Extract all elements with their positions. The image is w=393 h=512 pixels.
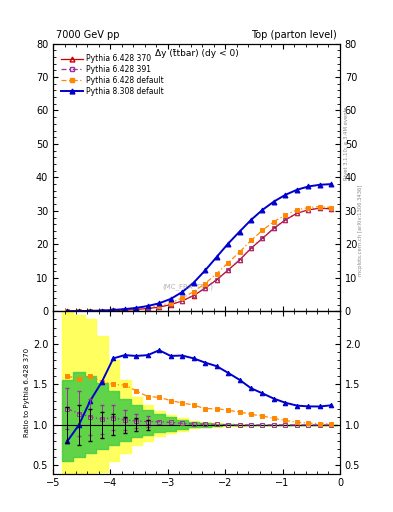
Text: mcplots.cern.ch [arXiv:1306.3436]: mcplots.cern.ch [arXiv:1306.3436] xyxy=(358,185,363,276)
Text: Δy (t̄tbar) (dy < 0): Δy (t̄tbar) (dy < 0) xyxy=(154,49,239,58)
Text: 7000 GeV pp: 7000 GeV pp xyxy=(56,30,119,39)
Y-axis label: Ratio to Pythia 6.428 370: Ratio to Pythia 6.428 370 xyxy=(24,348,30,437)
Legend: Pythia 6.428 370, Pythia 6.428 391, Pythia 6.428 default, Pythia 8.308 default: Pythia 6.428 370, Pythia 6.428 391, Pyth… xyxy=(60,53,165,97)
Text: Top (parton level): Top (parton level) xyxy=(252,30,337,39)
Text: Rivet 3.1.10; ≥ 3.4M events: Rivet 3.1.10; ≥ 3.4M events xyxy=(344,106,349,180)
Text: (MC_FBA_TT...): (MC_FBA_TT...) xyxy=(162,283,213,290)
